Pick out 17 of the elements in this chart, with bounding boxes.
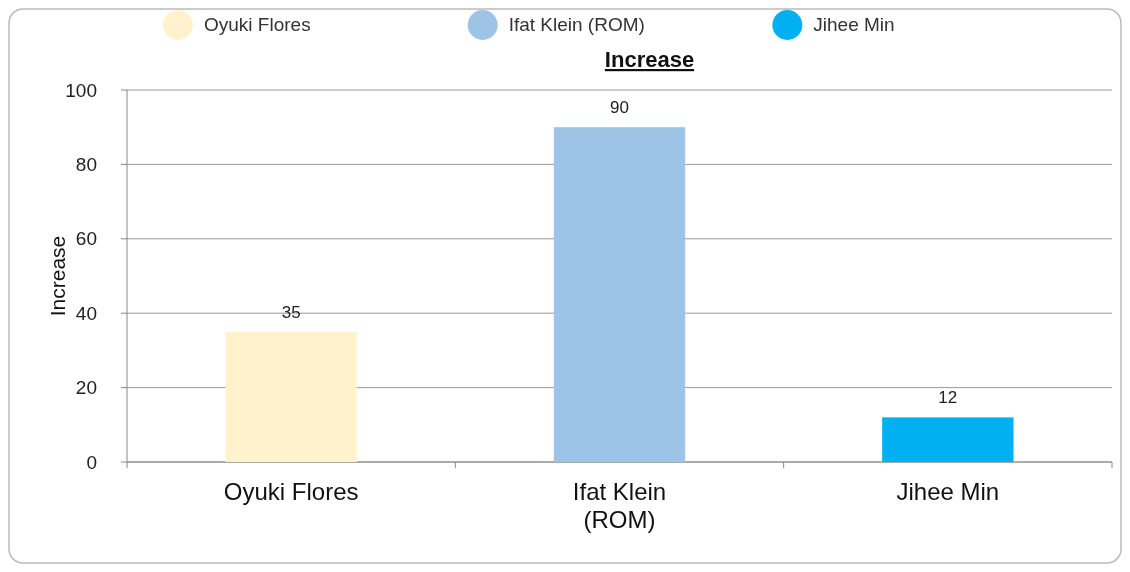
y-axis-title: Increase	[46, 235, 69, 317]
legend-label: Ifat Klein (ROM)	[508, 14, 645, 35]
chart-title: Increase	[604, 47, 695, 72]
y-tick-label: 40	[75, 302, 97, 324]
y-tick-label: 0	[86, 451, 97, 473]
y-tick-label: 100	[65, 79, 97, 101]
x-tick-label: Oyuki Flores	[223, 478, 359, 505]
y-tick-label: 80	[75, 154, 97, 176]
data-label: 35	[281, 302, 301, 322]
x-tick-label: Ifat Klein (ROM)	[572, 478, 667, 533]
data-label: 90	[610, 98, 629, 118]
y-tick-label: 60	[75, 228, 97, 250]
y-tick-label: 20	[75, 377, 97, 399]
legend-label: Jihee Min	[813, 14, 895, 35]
data-label: 12	[938, 388, 958, 408]
legend-label: Oyuki Flores	[204, 14, 311, 35]
x-tick-label: Jihee Min	[896, 478, 1000, 505]
